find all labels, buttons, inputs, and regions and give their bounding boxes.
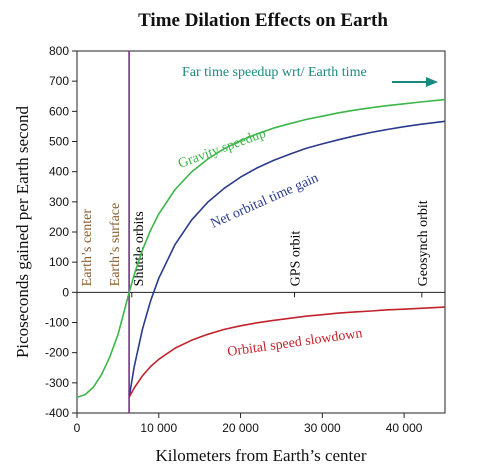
marker-label: GPS orbit bbox=[289, 231, 304, 287]
y-tick-label: 600 bbox=[49, 104, 69, 118]
y-tick-label: 300 bbox=[49, 195, 69, 209]
far-time-note: Far time speedup wrt/ Earth time bbox=[182, 65, 367, 80]
far-arrow-head-icon bbox=[426, 77, 438, 87]
y-tick-label: -100 bbox=[45, 316, 69, 330]
y-tick-label: 200 bbox=[49, 225, 69, 239]
y-tick-label: 0 bbox=[62, 285, 69, 299]
y-tick-label: 400 bbox=[49, 165, 69, 179]
y-axis-label: Picoseconds gained per Earth second bbox=[13, 105, 32, 358]
chart-title: Time Dilation Effects on Earth bbox=[138, 10, 388, 31]
y-tick-label: -400 bbox=[45, 406, 69, 420]
y-tick-label: 100 bbox=[49, 255, 69, 269]
marker-label: Geosynch orbit bbox=[416, 200, 431, 286]
marker-label: Earth’s center bbox=[80, 209, 95, 287]
y-tick-label: -300 bbox=[45, 376, 69, 390]
series-line bbox=[128, 306, 445, 398]
series-line bbox=[77, 98, 445, 399]
marker-label: Earth’s surface bbox=[108, 203, 123, 287]
x-tick-label: 40 000 bbox=[386, 421, 423, 435]
x-tick-label: 0 bbox=[74, 421, 81, 435]
series-label: Gravity speedup bbox=[176, 126, 268, 172]
y-tick-label: 700 bbox=[49, 74, 69, 88]
y-tick-label: 800 bbox=[49, 44, 69, 58]
x-tick-label: 20 000 bbox=[222, 421, 259, 435]
series-line bbox=[128, 120, 445, 398]
y-tick-label: -200 bbox=[45, 346, 69, 360]
x-tick-label: 30 000 bbox=[304, 421, 341, 435]
x-axis-label: Kilometers from Earth’s center bbox=[155, 446, 366, 465]
x-tick-label: 10 000 bbox=[140, 421, 177, 435]
series-label: Orbital speed slowdown bbox=[226, 326, 363, 360]
series-label: Net orbital time gain bbox=[209, 171, 321, 232]
marker-label: Shuttle orbits bbox=[132, 211, 147, 286]
y-tick-label: 500 bbox=[49, 135, 69, 149]
